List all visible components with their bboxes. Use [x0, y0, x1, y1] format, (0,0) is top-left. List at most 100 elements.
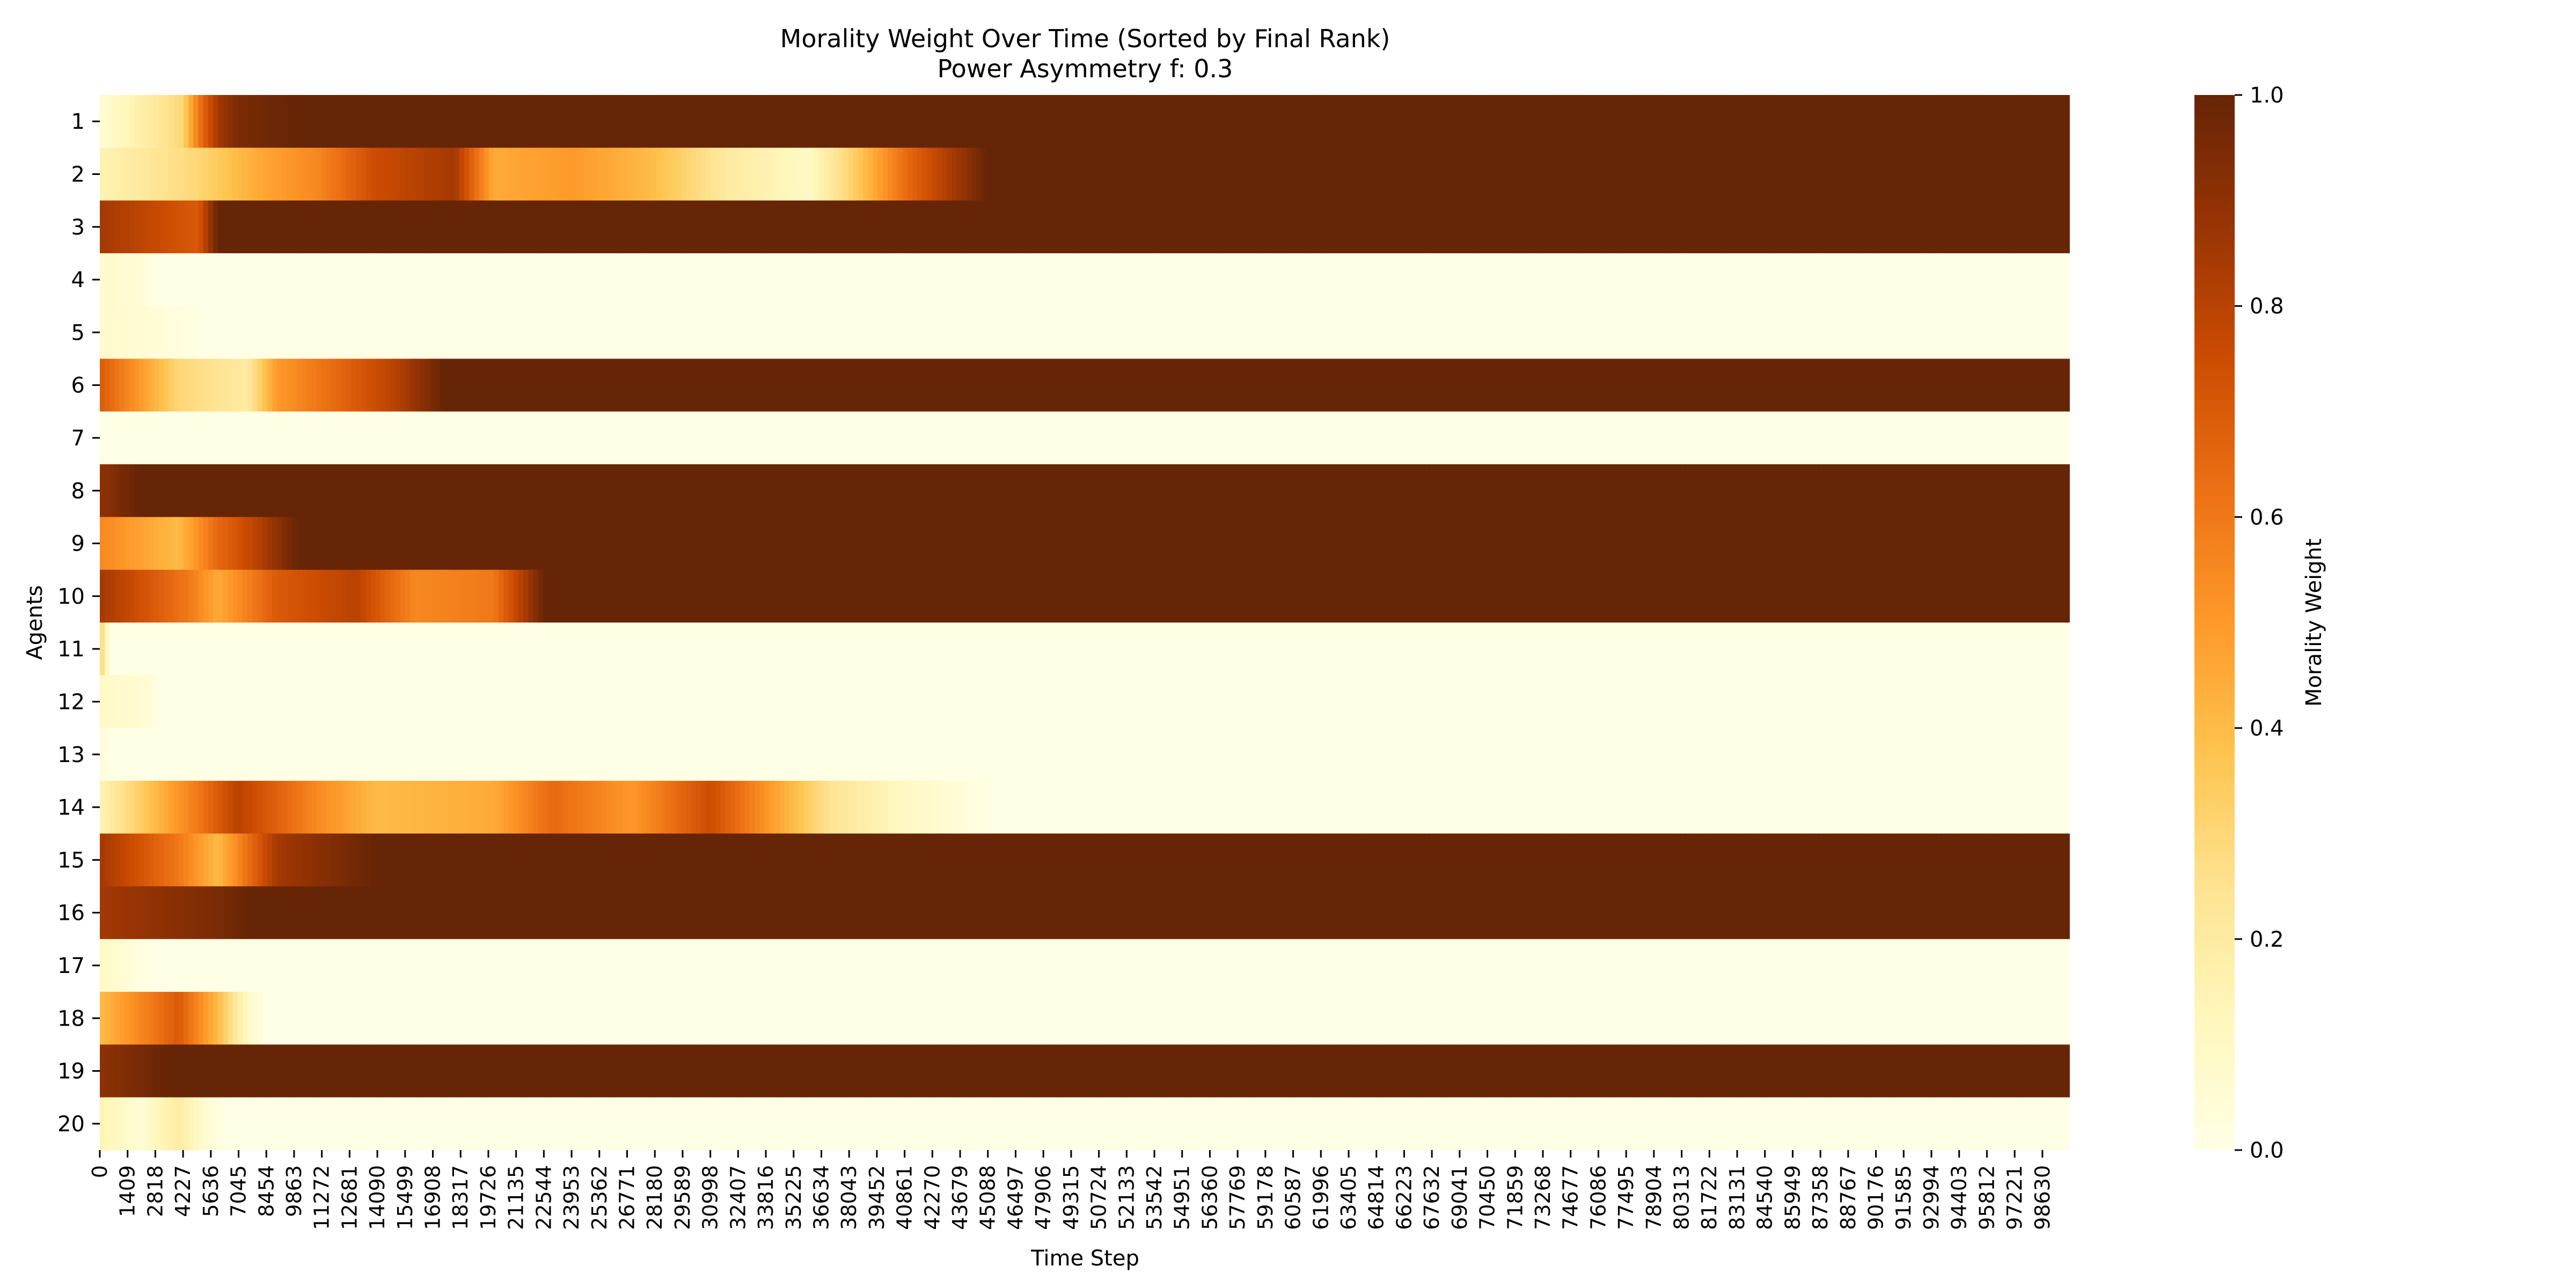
- heatmap-cell: [149, 675, 155, 729]
- heatmap-cell: [1227, 358, 1233, 412]
- heatmap-cell: [454, 728, 460, 781]
- heatmap-cell: [1350, 358, 1356, 412]
- heatmap-cell: [119, 411, 125, 465]
- heatmap-cell: [1473, 675, 1479, 729]
- heatmap-cell: [1705, 200, 1711, 254]
- heatmap-cell: [696, 517, 701, 570]
- heatmap-cell: [1178, 148, 1184, 201]
- heatmap-cell: [1050, 675, 1056, 729]
- heatmap-cell: [1493, 253, 1499, 306]
- heatmap-cell: [789, 306, 795, 360]
- heatmap-cell: [1636, 148, 1642, 201]
- heatmap-cell: [1798, 95, 1804, 148]
- heatmap-cell: [1926, 623, 1932, 676]
- heatmap-cell: [385, 358, 391, 412]
- heatmap-cell: [1986, 200, 1992, 254]
- heatmap-cell: [346, 517, 352, 570]
- heatmap-cell: [1011, 464, 1016, 517]
- heatmap-cell: [1818, 358, 1824, 412]
- heatmap-cell: [971, 358, 977, 412]
- heatmap-cell: [1192, 253, 1198, 306]
- heatmap-cell: [375, 517, 381, 570]
- heatmap-cell: [1759, 411, 1765, 465]
- heatmap-cell: [1764, 200, 1770, 254]
- heatmap-cell: [1961, 148, 1967, 201]
- heatmap-cell: [1641, 148, 1646, 201]
- heatmap-cell: [572, 675, 578, 729]
- heatmap-cell: [1212, 306, 1218, 360]
- heatmap-cell: [1695, 358, 1701, 412]
- heatmap-cell: [680, 358, 686, 412]
- heatmap-cell: [109, 569, 115, 623]
- heatmap-cell: [1606, 253, 1612, 306]
- heatmap-cell: [1916, 569, 1922, 623]
- heatmap-cell: [868, 200, 874, 254]
- heatmap-cell: [1592, 306, 1598, 360]
- heatmap-cell: [1729, 148, 1735, 201]
- heatmap-cell: [326, 623, 332, 676]
- heatmap-cell: [1690, 623, 1696, 676]
- heatmap-cell: [592, 148, 598, 201]
- heatmap-cell: [1503, 675, 1509, 729]
- heatmap-cell: [1389, 95, 1395, 148]
- heatmap-cell: [1400, 306, 1406, 360]
- heatmap-cell: [1518, 306, 1524, 360]
- heatmap-cell: [2064, 623, 2070, 676]
- heatmap-cell: [858, 306, 863, 360]
- heatmap-cell: [1892, 675, 1898, 729]
- heatmap-cell: [1665, 95, 1671, 148]
- heatmap-cell: [582, 675, 588, 729]
- heatmap-cell: [907, 623, 913, 676]
- heatmap-cell: [818, 148, 824, 201]
- heatmap-cell: [991, 200, 997, 254]
- heatmap-cell: [1335, 358, 1341, 412]
- heatmap-cell: [1296, 306, 1302, 360]
- heatmap-cell: [961, 95, 967, 148]
- heatmap-cell: [1498, 200, 1504, 254]
- heatmap-cell: [1330, 464, 1336, 517]
- heatmap-cell: [341, 728, 347, 781]
- heatmap-cell: [232, 253, 238, 306]
- heatmap-cell: [1665, 148, 1671, 201]
- heatmap-cell: [1877, 464, 1883, 517]
- heatmap-cell: [764, 675, 770, 729]
- heatmap-cell: [1986, 411, 1992, 465]
- heatmap-cell: [1651, 358, 1657, 412]
- heatmap-cell: [1690, 569, 1696, 623]
- heatmap-cell: [1645, 253, 1651, 306]
- heatmap-cell: [823, 411, 829, 465]
- heatmap-cell: [370, 411, 376, 465]
- heatmap-cell: [1163, 253, 1169, 306]
- heatmap-cell: [577, 411, 583, 465]
- heatmap-cell: [1872, 358, 1878, 412]
- heatmap-cell: [1316, 569, 1322, 623]
- heatmap-cell: [124, 411, 130, 465]
- heatmap-cell: [617, 464, 623, 517]
- heatmap-cell: [1335, 569, 1341, 623]
- heatmap-cell: [503, 200, 509, 254]
- heatmap-cell: [1335, 517, 1341, 570]
- heatmap-cell: [1798, 464, 1804, 517]
- heatmap-cell: [129, 358, 135, 412]
- heatmap-cell: [1291, 253, 1297, 306]
- heatmap-cell: [2050, 200, 2055, 254]
- heatmap-cell: [789, 675, 795, 729]
- heatmap-cell: [1375, 95, 1381, 148]
- heatmap-cell: [277, 569, 283, 623]
- heatmap-cell: [169, 253, 174, 306]
- heatmap-cell: [656, 569, 662, 623]
- heatmap-cell: [1867, 464, 1873, 517]
- heatmap-cell: [1685, 358, 1691, 412]
- heatmap-cell: [1488, 95, 1494, 148]
- heatmap-cell: [444, 253, 450, 306]
- heatmap-cell: [700, 95, 706, 148]
- heatmap-cell: [1345, 464, 1351, 517]
- heatmap-cell: [1395, 623, 1401, 676]
- heatmap-cell: [666, 358, 672, 412]
- heatmap-cell: [833, 253, 839, 306]
- heatmap-cell: [1463, 675, 1469, 729]
- heatmap-cell: [1380, 253, 1386, 306]
- heatmap-cell: [429, 675, 435, 729]
- heatmap-cell: [1114, 95, 1120, 148]
- heatmap-cell: [848, 306, 854, 360]
